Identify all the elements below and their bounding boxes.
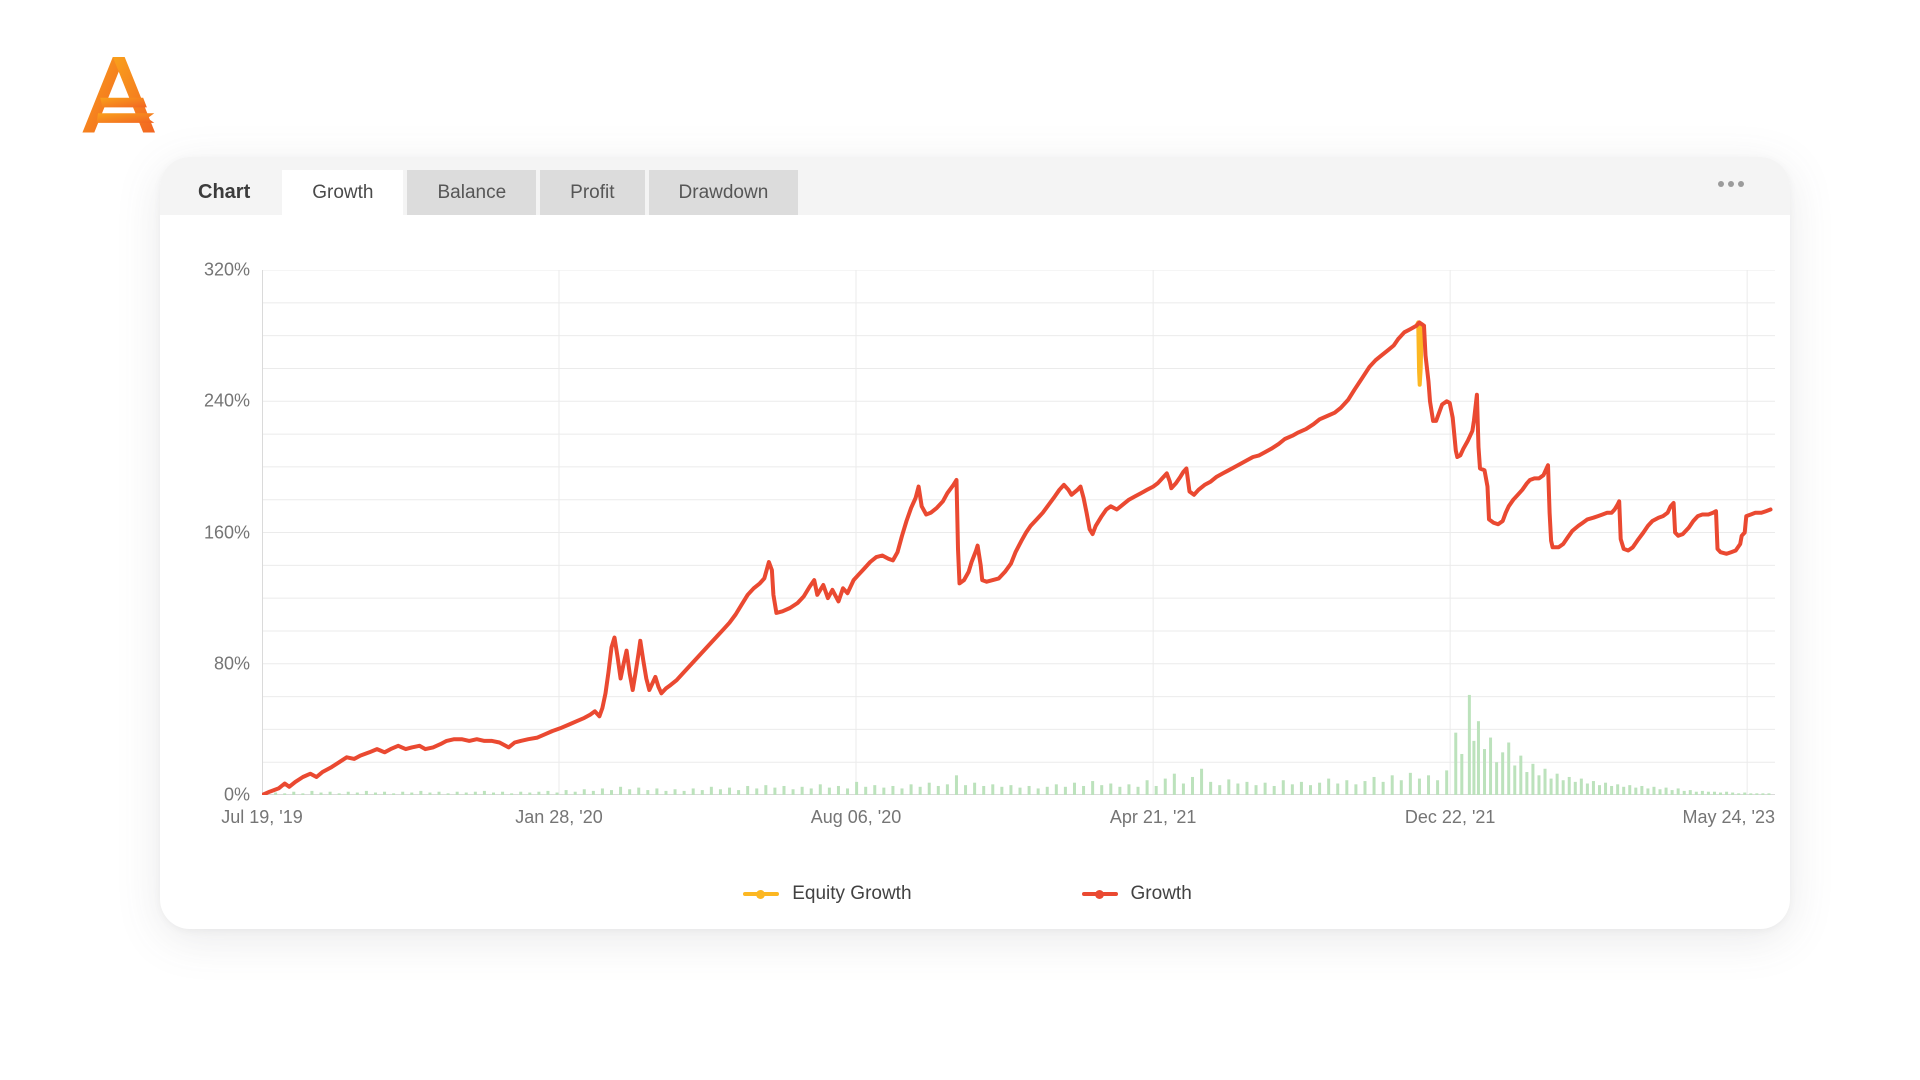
legend-label: Growth bbox=[1130, 883, 1192, 904]
panel-title: Chart bbox=[198, 181, 251, 203]
y-tick-label: 160% bbox=[203, 522, 250, 542]
y-tick-label: 320% bbox=[203, 259, 250, 280]
legend-item-equity-growth[interactable]: Equity Growth bbox=[743, 883, 912, 905]
legend-line-icon bbox=[1081, 889, 1118, 899]
chart-area: 0% 80% 160% 240% 320% Jul 19, '19 Jan 28, '20… bbox=[160, 215, 1790, 905]
tab-balance[interactable]: Balance bbox=[407, 170, 537, 215]
y-tick-label: 80% bbox=[213, 653, 250, 674]
x-tick-label: Dec 22, '21 bbox=[1404, 807, 1496, 827]
brand-logo[interactable] bbox=[78, 54, 158, 144]
growth-plot[interactable] bbox=[262, 270, 1775, 795]
chart-panel: Chart Growth Balance Profit Drawdown 0% 80% 1… bbox=[160, 157, 1790, 929]
brand-logo-a-icon bbox=[82, 56, 156, 133]
chart-legend: Equity Growth Growth bbox=[160, 883, 1775, 905]
tab-drawdown[interactable]: Drawdown bbox=[648, 170, 799, 215]
x-tick-label: Jan 28, '20 bbox=[515, 807, 603, 827]
x-tick-label: Aug 06, '20 bbox=[810, 807, 902, 827]
x-axis-labels: Jul 19, '19 Jan 28, '20 Aug 06, '20 Apr 21,… bbox=[221, 807, 1776, 833]
x-tick-label: May 24, '23 bbox=[1682, 807, 1776, 827]
tabs: Growth Balance Profit Drawdown bbox=[282, 170, 802, 215]
tab-bar: Chart Growth Balance Profit Drawdown bbox=[160, 157, 1790, 215]
y-axis-labels: 0% 80% 160% 240% 320% bbox=[160, 260, 262, 805]
legend-label: Equity Growth bbox=[792, 883, 912, 904]
ellipsis-menu-icon[interactable] bbox=[1714, 177, 1748, 191]
x-tick-label: Jul 19, '19 bbox=[221, 807, 303, 827]
legend-line-icon bbox=[743, 889, 780, 899]
y-tick-label: 240% bbox=[203, 390, 250, 411]
y-tick-label: 0% bbox=[223, 784, 250, 805]
x-tick-label: Apr 21, '21 bbox=[1109, 807, 1197, 827]
tab-growth[interactable]: Growth bbox=[282, 170, 404, 215]
legend-item-growth[interactable]: Growth bbox=[1081, 883, 1192, 905]
tab-profit[interactable]: Profit bbox=[540, 170, 645, 215]
plot-container bbox=[262, 270, 1775, 795]
